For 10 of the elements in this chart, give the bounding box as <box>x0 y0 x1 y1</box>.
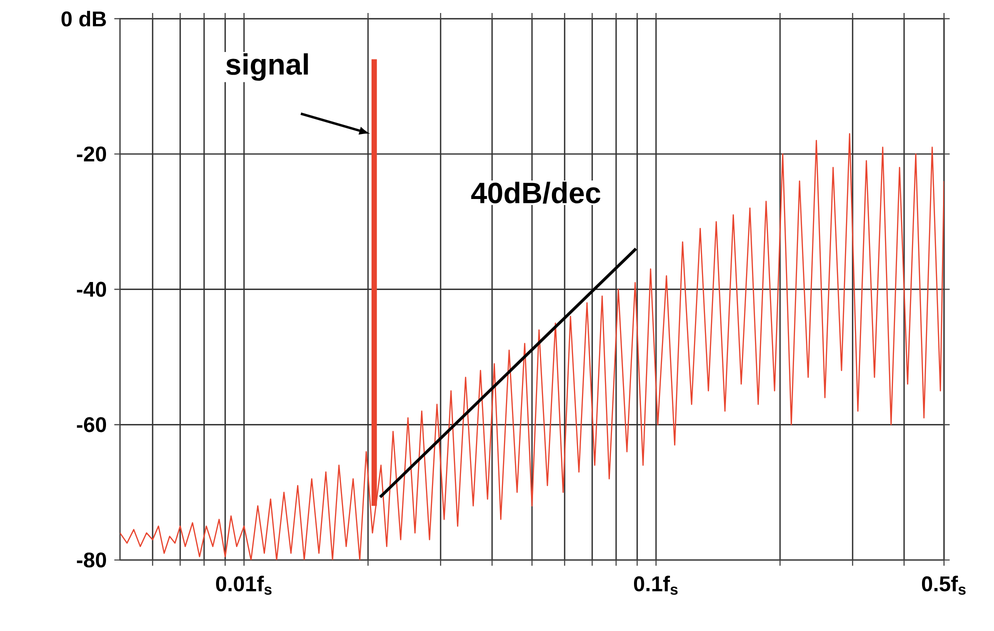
annotation: 40dB/dec <box>471 182 600 204</box>
y-tick-label: -60 <box>76 417 106 432</box>
y-tick-label: -80 <box>76 552 106 568</box>
x-tick-label: 0.01f$_{s}$ <box>216 576 272 595</box>
x-tick-label: 0.1f$_{s}$ <box>634 576 678 595</box>
y-tick-label: -40 <box>76 282 106 297</box>
y-tick-label: -20 <box>76 146 106 162</box>
x-tick-label: 0.5f$_{s}$ <box>922 576 966 595</box>
y-tick-label: 0 dB <box>62 10 106 26</box>
annotation: signal <box>226 53 308 81</box>
